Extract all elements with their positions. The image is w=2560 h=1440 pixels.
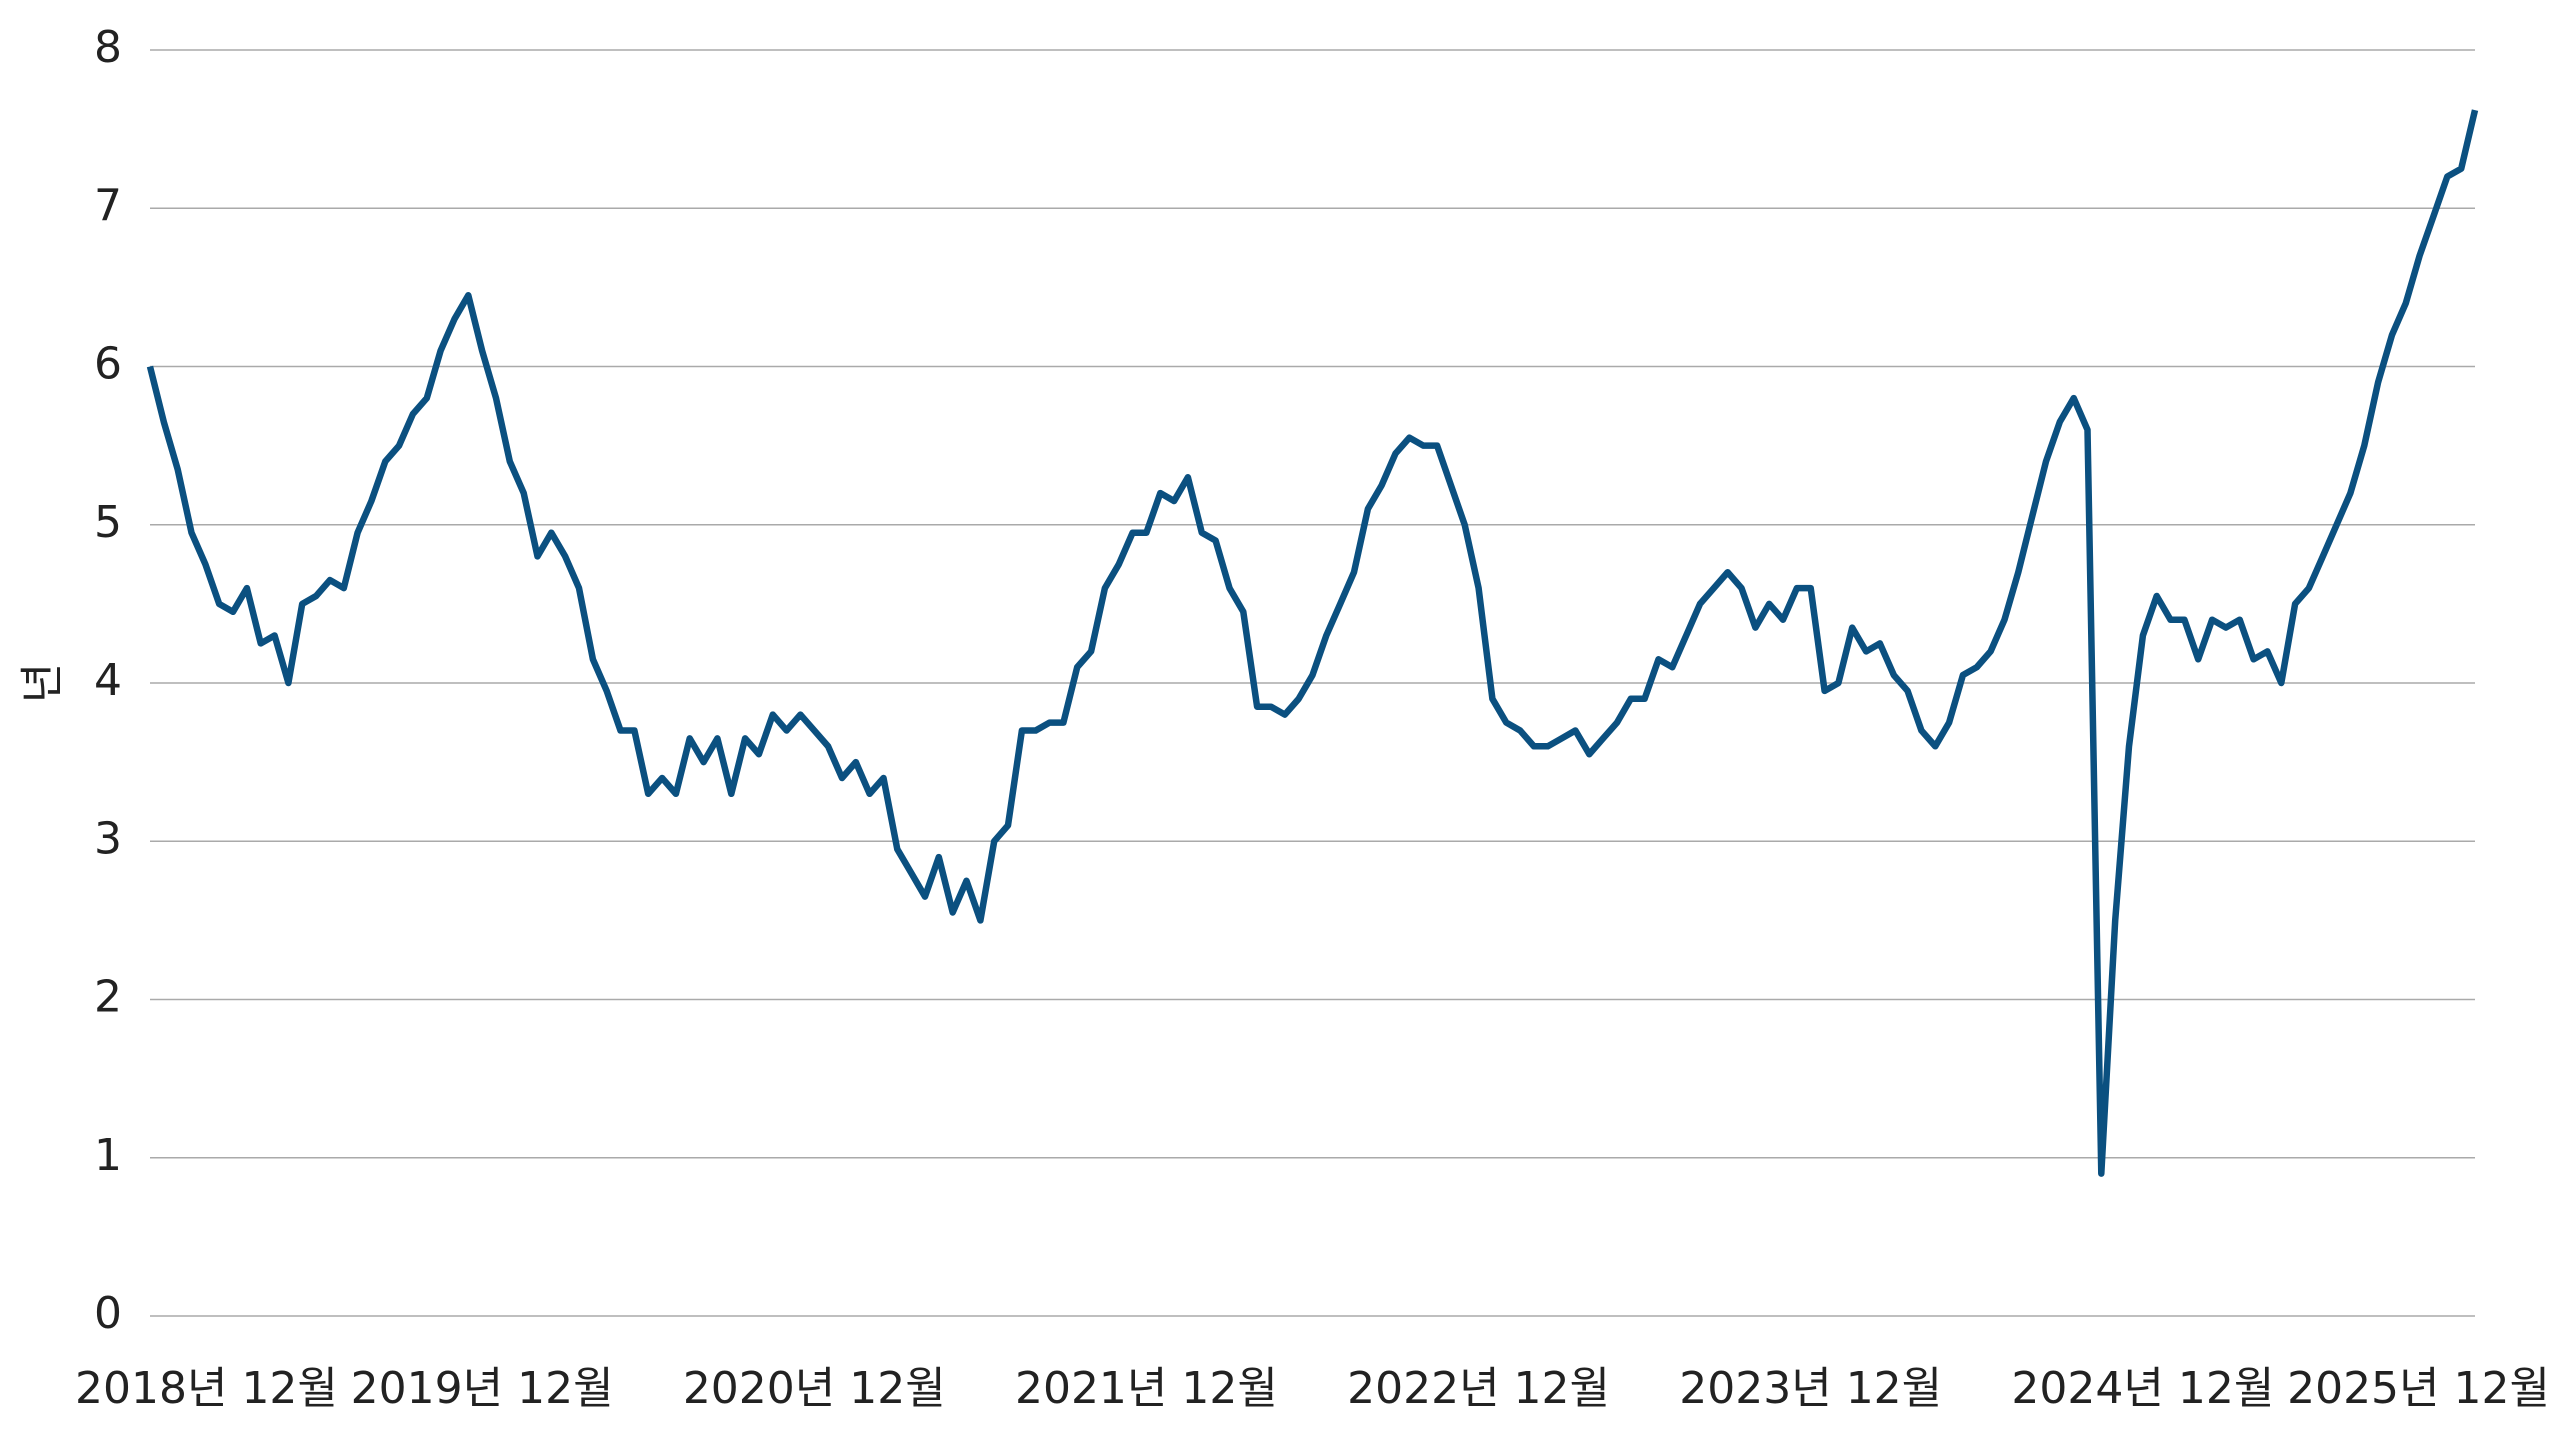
y-tick-label: 2 [94, 972, 122, 1023]
y-axis-label: 년 [17, 663, 68, 703]
data-line [146, 109, 2479, 1177]
y-tick-label: 7 [94, 180, 122, 231]
x-tick-label: 2020년 12월 [683, 1363, 946, 1414]
x-tick-label: 2021년 12월 [1015, 1363, 1278, 1414]
y-tick-label: 4 [94, 655, 122, 706]
y-tick-label: 1 [94, 1130, 122, 1181]
y-tick-label: 6 [94, 339, 122, 390]
y-tick-label: 3 [94, 813, 122, 864]
y-tick-label: 0 [94, 1288, 122, 1339]
y-tick-label: 5 [94, 497, 122, 548]
x-tick-label: 2023년 12월 [1679, 1363, 1942, 1414]
x-tick-label: 2025년 12월 [2287, 1363, 2550, 1414]
x-tick-label: 2018년 12월 [75, 1363, 338, 1414]
x-tick-label: 2019년 12월 [351, 1363, 614, 1414]
y-tick-label: 8 [94, 22, 122, 73]
x-tick-label: 2022년 12월 [1347, 1363, 1610, 1414]
x-tick-label: 2024년 12월 [2011, 1363, 2274, 1414]
